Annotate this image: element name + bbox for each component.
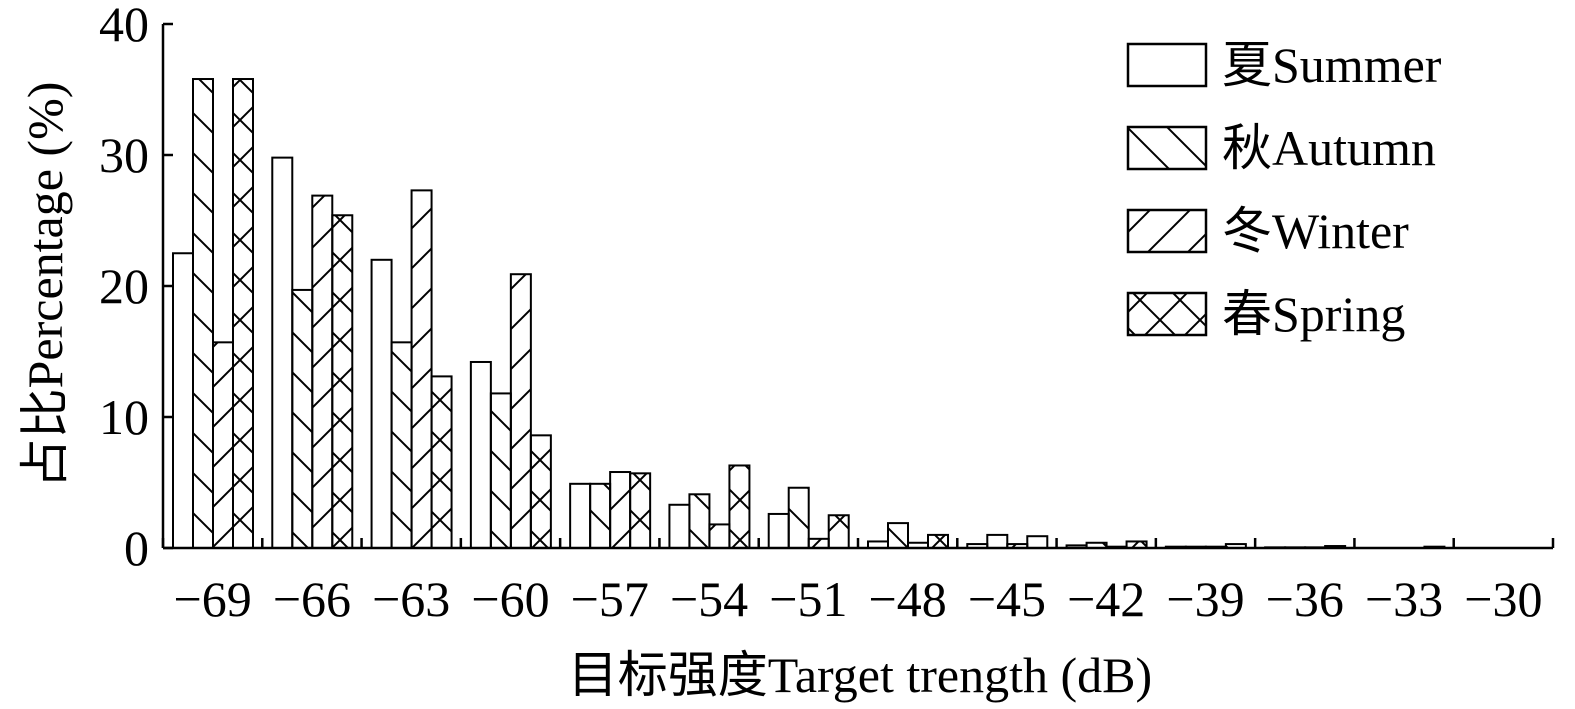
x-tick-label-6: −51: [769, 571, 847, 627]
x-tick-label-2: −63: [372, 571, 450, 627]
bar-fwd-5: [708, 523, 731, 549]
x-tick-label-9: −42: [1067, 571, 1145, 627]
bar-fwd-2: [410, 189, 433, 549]
bar-none-1: [271, 156, 294, 549]
bar-back-7: [887, 522, 909, 549]
bar-none-6: [767, 512, 790, 550]
bar-cross-7: [927, 533, 949, 550]
y-axis-title: 占比Percentage (%): [17, 82, 73, 489]
bar-back-6: [787, 486, 810, 549]
legend-label-fwd: 冬Winter: [1222, 203, 1409, 259]
legend-swatch-cross: [1126, 291, 1208, 337]
bar-none-2: [370, 258, 393, 549]
bar-cross-6: [827, 514, 850, 549]
y-tick-label-20: 20: [99, 258, 149, 314]
x-tick-label-13: −30: [1464, 571, 1542, 627]
bar-cross-4: [629, 472, 652, 549]
bar-cross-0: [232, 78, 254, 550]
bar-none-5: [668, 503, 691, 549]
x-tick-label-7: −48: [869, 571, 947, 627]
y-tick-label-40: 40: [99, 0, 149, 52]
bar-back-1: [291, 288, 314, 549]
bar-back-5: [688, 493, 711, 550]
legend: 夏Summer 秋Autumn 冬Winter 春Spring: [1126, 37, 1442, 342]
bar-cross-2: [430, 375, 453, 550]
bar-back-0: [192, 78, 214, 550]
legend-label-none: 夏Summer: [1222, 37, 1442, 93]
x-tick-label-1: −66: [273, 571, 351, 627]
x-tick-label-4: −57: [571, 571, 649, 627]
bar-back-4: [589, 482, 612, 549]
legend-swatch-none: [1126, 42, 1208, 88]
legend-label-cross: 春Spring: [1222, 286, 1405, 342]
bar-back-2: [390, 341, 413, 549]
y-tick-label-0: 0: [124, 520, 149, 576]
bar-cross-5: [728, 464, 751, 549]
bar-fwd-0: [212, 341, 234, 549]
bar-none-3: [469, 360, 492, 550]
bar-fwd-6: [807, 537, 830, 550]
bar-back-3: [489, 392, 512, 550]
bars-layer: [172, 78, 1446, 550]
bar-cross-8: [1026, 535, 1049, 550]
x-axis-title: 目标强度Target trength (dB): [568, 647, 1152, 703]
x-tick-label-11: −36: [1266, 571, 1344, 627]
bar-none-0: [172, 252, 194, 549]
x-tick-label-8: −45: [968, 571, 1046, 627]
legend-swatch-fwd: [1126, 208, 1208, 254]
bar-none-4: [569, 482, 592, 549]
y-tick-label-10: 10: [99, 389, 149, 445]
legend-label-back: 秋Autumn: [1222, 120, 1436, 176]
bar-fwd-1: [311, 194, 334, 550]
bar-back-8: [986, 533, 1009, 550]
x-tick-label-12: −33: [1365, 571, 1443, 627]
bar-fwd-4: [609, 471, 632, 549]
bar-cross-1: [331, 214, 354, 549]
bar-fwd-3: [509, 273, 532, 549]
x-tick-label-3: −60: [471, 571, 549, 627]
x-tick-label-0: −69: [174, 571, 252, 627]
bar-cross-3: [529, 434, 552, 549]
x-tick-label-5: −54: [670, 571, 748, 627]
x-tick-label-10: −39: [1166, 571, 1244, 627]
y-tick-label-30: 30: [99, 127, 149, 183]
legend-swatch-back: [1126, 125, 1208, 171]
